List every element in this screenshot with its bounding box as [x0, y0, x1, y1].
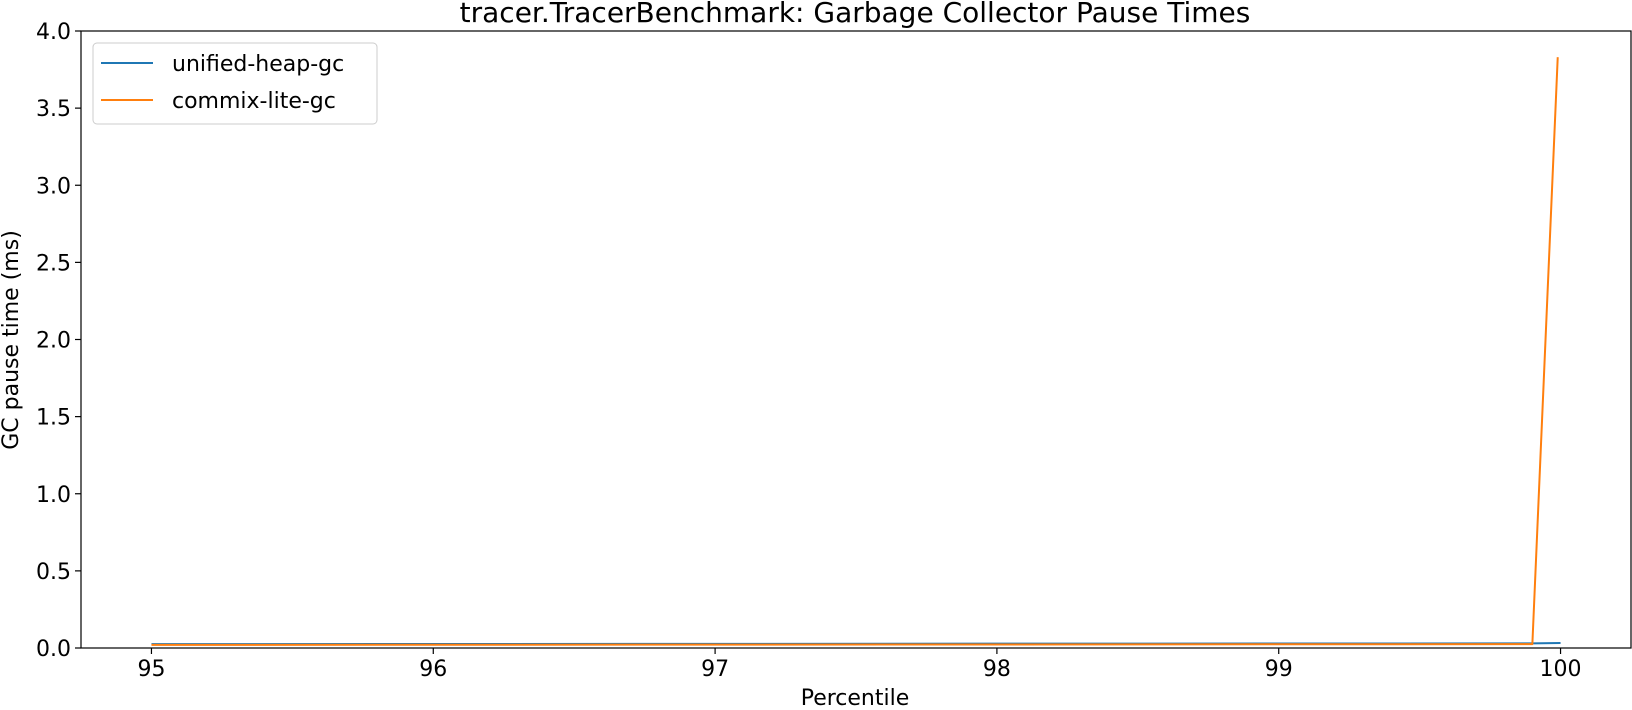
y-tick-label: 0.0 — [36, 637, 71, 662]
y-tick-label: 3.5 — [36, 97, 71, 122]
y-axis-label: GC pause time (ms) — [0, 230, 24, 450]
series-line-commix-lite-gc — [151, 57, 1559, 646]
y-tick-label: 1.5 — [36, 406, 71, 431]
series-layer — [151, 57, 1561, 646]
y-axis: 0.0 0.5 1.0 1.5 2.0 2.5 3.0 3.5 4.0 — [36, 20, 81, 662]
legend-label-unified-heap-gc: unified-heap-gc — [172, 52, 344, 77]
x-tick-label: 100 — [1540, 657, 1582, 682]
x-tick-label: 97 — [701, 657, 729, 682]
y-tick-label: 1.0 — [36, 483, 71, 508]
legend-label-commix-lite-gc: commix-lite-gc — [172, 89, 336, 114]
y-tick-label: 4.0 — [36, 20, 71, 45]
x-tick-label: 95 — [137, 657, 165, 682]
chart-title: tracer.TracerBenchmark: Garbage Collecto… — [460, 0, 1251, 29]
x-tick-label: 98 — [983, 657, 1011, 682]
legend: unified-heap-gc commix-lite-gc — [92, 42, 378, 125]
y-tick-label: 2.5 — [36, 251, 71, 276]
y-tick-label: 2.0 — [36, 329, 71, 354]
y-tick-label: 0.5 — [36, 560, 71, 585]
x-tick-label: 99 — [1265, 657, 1293, 682]
x-tick-label: 96 — [419, 657, 447, 682]
x-axis-label: Percentile — [801, 686, 910, 710]
y-tick-label: 3.0 — [36, 174, 71, 199]
x-axis: 95 96 97 98 99 100 — [137, 648, 1582, 682]
legend-box — [92, 42, 378, 125]
